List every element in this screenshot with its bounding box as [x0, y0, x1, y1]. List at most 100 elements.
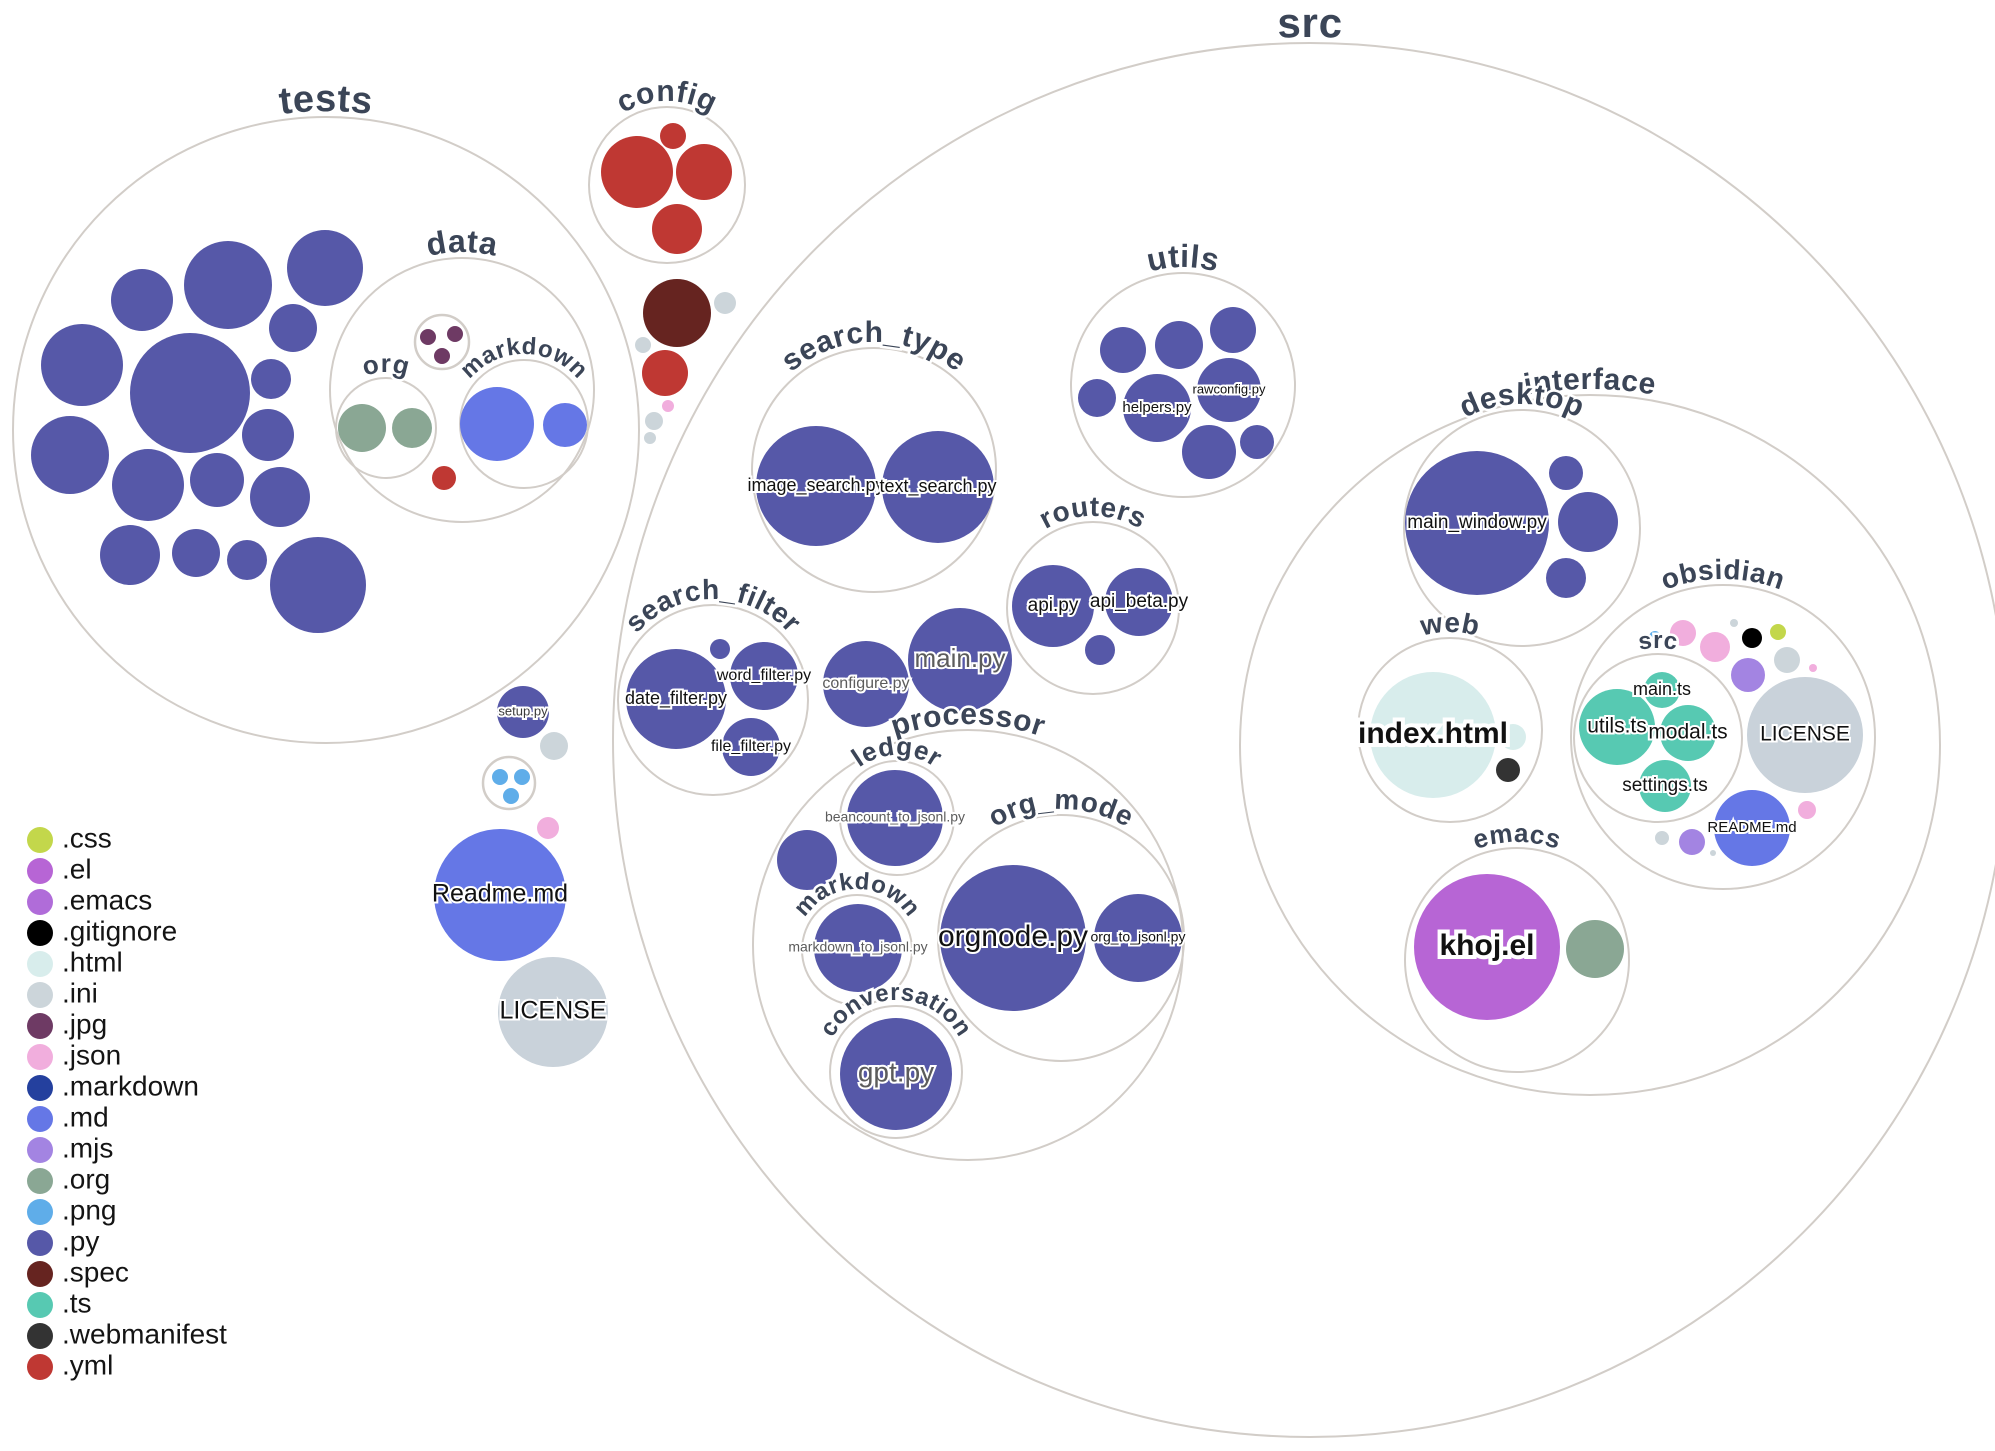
folder-circle-interface [1239, 394, 1941, 1096]
file-circle-py-70 [1558, 492, 1618, 552]
folder-circle-obsidian [1570, 584, 1876, 890]
file-circle-py-62 [777, 830, 837, 890]
file-label-word-filter-py: word_filter.py [716, 667, 811, 684]
file-circle-py-1 [287, 230, 363, 306]
legend-swatch-mjs [27, 1137, 53, 1163]
file-circle-py-11 [250, 467, 310, 527]
folder-label-text-search-type: search_type [773, 313, 975, 380]
file-circle-settings-ts [1639, 760, 1691, 812]
folder-label-text-src: src [1274, 0, 1345, 49]
folder-circle-search-filter [617, 604, 809, 796]
file-circle-json-32 [662, 400, 674, 412]
legend-swatch-jpg [27, 1013, 53, 1039]
file-circle-py-0 [184, 241, 272, 329]
file-circle-license [1747, 677, 1863, 793]
file-label-configure-py: configure.py [822, 675, 909, 692]
legend-label-ini: .ini [62, 977, 98, 1008]
legend-swatch-ts [27, 1292, 53, 1318]
file-circle-json-91 [1809, 664, 1817, 672]
file-circle-py-15 [270, 537, 366, 633]
folder-circle-tests [12, 116, 640, 744]
legend-swatch-yml [27, 1354, 53, 1380]
file-circle-md-18 [460, 387, 534, 461]
legend-swatch-webmanifest [27, 1323, 53, 1349]
file-circle-css-88 [1770, 624, 1786, 640]
file-circle-ini-29 [714, 292, 736, 314]
folder-label-text-org: org [356, 346, 415, 384]
file-label-khoj-el: khoj.el [1439, 929, 1534, 962]
file-label-settings-ts: settings.ts [1622, 775, 1708, 796]
folder-circle-ledger [839, 760, 955, 876]
file-circle-yml-23 [432, 466, 456, 490]
file-circle-date-filter-py [626, 649, 726, 749]
file-circle-utils-ts [1579, 689, 1655, 765]
file-circle-md-19 [543, 403, 587, 447]
file-circle-png-83 [1649, 631, 1661, 643]
folder-circle-desktop [1403, 409, 1641, 647]
file-label-readme-md: README.md [1707, 819, 1796, 836]
legend-label-yml: .yml [62, 1349, 113, 1380]
file-circle-png-38 [514, 769, 530, 785]
folder-circle-routers [1006, 521, 1180, 695]
folder-label-search-type: search_type [775, 316, 972, 378]
legend-label-html: .html [62, 946, 123, 977]
legend-label-png: .png [62, 1194, 117, 1225]
file-circle-file-filter-py [722, 718, 780, 776]
file-label-text-search-py: text_search.py [879, 476, 996, 497]
file-circle-py-5 [269, 304, 317, 352]
file-circle-yml-27 [652, 204, 702, 254]
folder-circle-processor-markdown [801, 894, 913, 1006]
file-label-markdown-to-jsonl-py: markdown_to_jsonl.py [788, 939, 927, 955]
file-label-setup-py: setup.py [498, 703, 548, 718]
file-label-date-filter-py: date_filter.py [625, 688, 727, 709]
file-circle-py-54 [1078, 379, 1116, 417]
file-circle-readme-md [434, 829, 566, 961]
file-label-readme-md: Readme.md [432, 880, 568, 908]
file-circle-gpt-py [840, 1018, 952, 1130]
file-circle-readme-md [1714, 790, 1790, 866]
file-circle-markdown-to-jsonl-py [814, 904, 902, 992]
file-circle-org-76 [1566, 920, 1624, 978]
file-circle-text-search-py [882, 431, 994, 543]
file-label-main-window-py: main_window.py [1407, 512, 1547, 533]
legend-label-css: .css [62, 822, 112, 853]
file-label-org-to-jsonl-py: org_to_jsonl.py [1091, 929, 1186, 945]
extension-legend: .css.el.emacs.gitignore.html.ini.jpg.jso… [27, 822, 227, 1380]
file-circle-yml-31 [642, 350, 688, 396]
folder-label-text-web: web [1415, 604, 1485, 644]
folder-circle-utils [1070, 272, 1296, 498]
legend-swatch-png [27, 1199, 53, 1225]
folder-circle-src [612, 42, 1995, 1438]
file-circle-json-84 [1670, 620, 1696, 646]
file-circle-py-52 [1155, 321, 1203, 369]
file-circle-beancount-to-jsonl-py [847, 770, 943, 866]
file-circle-word-filter-py [730, 642, 798, 710]
file-circle-jpg-21 [447, 326, 463, 342]
file-circle-py-9 [112, 449, 184, 521]
file-circle-gitignore-87 [1742, 628, 1762, 648]
file-circle-py-12 [100, 525, 160, 585]
legend-label-md: .md [62, 1101, 109, 1132]
file-circle-py-51 [1100, 327, 1146, 373]
folder-label-text-config: config [609, 72, 725, 122]
legend-swatch-json [27, 1044, 53, 1070]
legend-label-el: .el [62, 853, 92, 884]
legend-swatch-el [27, 858, 53, 884]
legend-swatch-html [27, 951, 53, 977]
file-circle-helpers-py [1123, 374, 1191, 442]
file-label-license: LICENSE [500, 997, 607, 1025]
file-label-license: LICENSE [1760, 723, 1850, 746]
file-circle-org-to-jsonl-py [1094, 894, 1182, 982]
legend-label-mjs: .mjs [62, 1132, 113, 1163]
legend-swatch-org [27, 1168, 53, 1194]
folder-label-utils: utils [1143, 238, 1222, 278]
file-label-api-py: api.py [1028, 595, 1079, 616]
legend-swatch-spec [27, 1261, 53, 1287]
legend-swatch-gitignore [27, 920, 53, 946]
folder-label-data-markdown: markdown [455, 333, 593, 384]
folder-circle-org [335, 377, 437, 479]
folder-label-text-data-markdown: markdown [453, 330, 596, 386]
legend-label-py: .py [62, 1225, 99, 1256]
folder-label-src: src [1277, 0, 1344, 47]
